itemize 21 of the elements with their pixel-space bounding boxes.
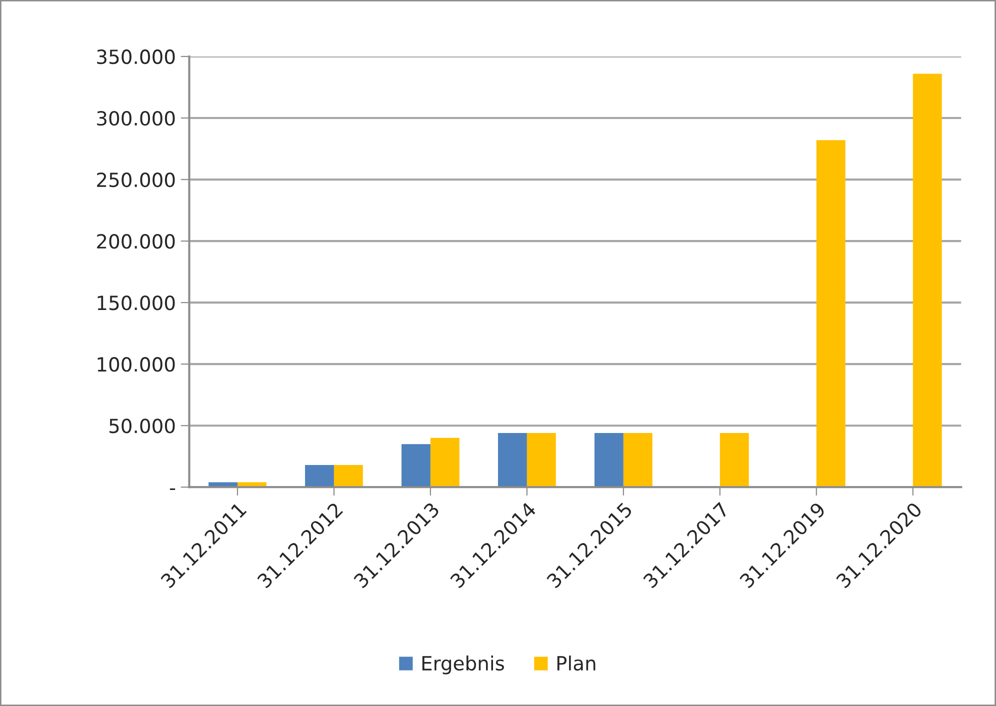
bar [305,464,334,488]
y-tick-label: 150.000 [98,296,175,310]
y-tick-label: - [170,488,176,490]
bar [720,433,749,488]
bar [334,464,363,488]
bar [594,433,624,488]
y-tick-label: 100.000 [98,357,175,372]
bar [912,74,942,488]
y-tick-label: 250.000 [97,172,175,188]
bar [526,433,556,488]
bar [498,433,527,488]
bar [623,433,652,488]
bar [402,444,430,488]
bar [430,438,460,488]
legend-label: Ergebnis [422,656,504,674]
y-tick-label: 350.000 [97,49,175,64]
y-tick-label: 50.000 [110,418,175,434]
y-tick-label: 200.000 [97,234,175,249]
y-tick-label: 300.000 [97,110,175,126]
bar [816,140,846,488]
legend-label: Plan [557,656,596,671]
